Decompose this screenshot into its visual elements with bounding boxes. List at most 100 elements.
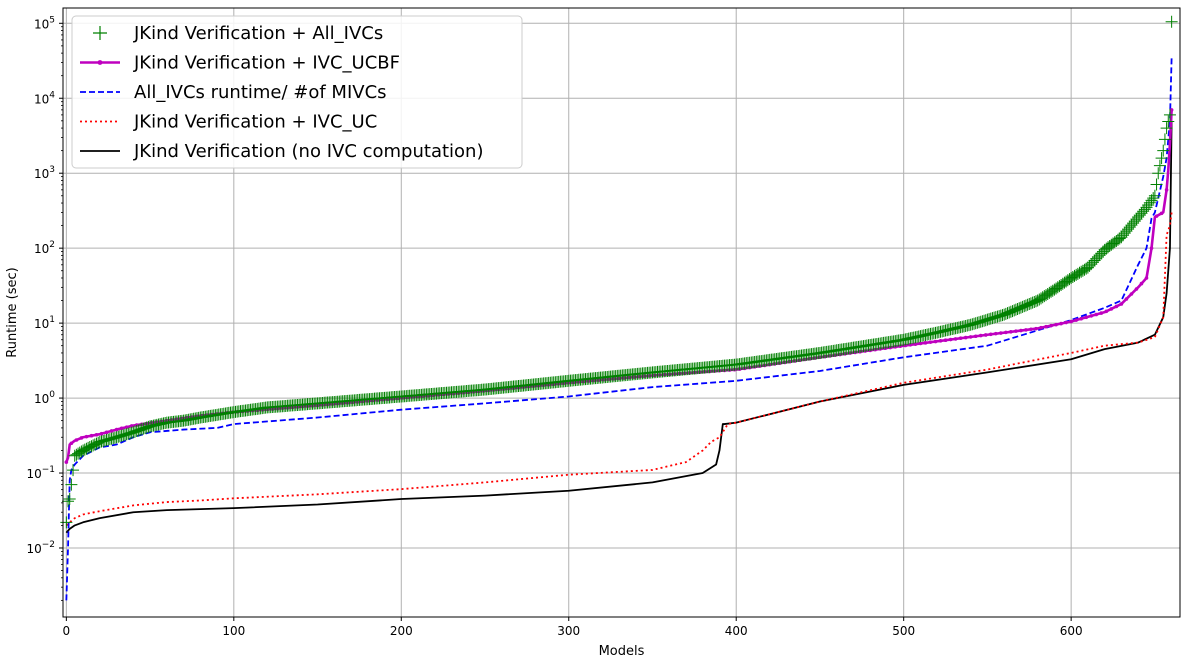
plus-marker [966,318,979,331]
plus-marker [63,493,76,506]
plus-marker [1060,275,1073,288]
plus-marker [77,444,90,457]
plot-frame [62,7,1181,618]
plus-marker [976,315,989,328]
plus-marker [1095,247,1108,260]
plus-marker [1048,283,1061,296]
dot-marker [1129,292,1134,296]
plus-marker [1147,192,1160,205]
plus-marker [1076,264,1089,277]
plus-marker [1113,232,1126,245]
plus-marker [140,421,153,434]
plus-marker [1016,300,1029,313]
y-tick-label: 101 [34,315,55,331]
plus-marker [996,309,1009,322]
dot-marker [119,426,124,431]
plus-marker [1055,278,1068,291]
legend-entry: JKind Verification + All_IVCs [93,23,383,44]
plus-marker [120,428,133,441]
dot-marker [99,431,104,436]
legend-label: JKind Verification (no IVC computation) [133,141,483,162]
plus-marker [88,438,101,451]
dot-marker [948,337,953,342]
plus-marker [969,317,982,330]
plus-marker [83,441,96,454]
dot-marker [963,335,968,340]
y-tick-label: 10−1 [26,465,55,481]
dot-marker [1159,211,1164,216]
legend-label: JKind Verification + IVC_UC [133,112,377,133]
plus-marker [1140,201,1153,214]
plus-marker [1053,280,1066,293]
plus-marker [1150,178,1163,191]
plus-marker [1165,15,1178,28]
dot-marker [913,342,918,346]
dot-marker [64,460,69,464]
plus-marker [1041,287,1054,300]
plus-marker [1155,152,1168,165]
plus-marker [1073,266,1086,279]
dot-marker [938,339,943,343]
plus-marker [142,420,155,433]
plus-marker [1063,273,1076,286]
dot-marker [1144,276,1149,280]
plus-marker [75,445,88,458]
plus-marker [1023,298,1036,311]
dot-marker [908,343,913,347]
dot-marker [983,333,988,337]
plus-marker [129,425,142,438]
plus-marker [964,318,977,331]
dot-marker [1059,321,1063,326]
plus-marker [1112,233,1125,246]
plus-marker [115,429,128,442]
plus-marker [984,312,997,325]
plus-marker [1028,295,1041,308]
plus-marker [1158,133,1171,146]
plus-marker [92,436,105,449]
plus-marker [1014,301,1027,314]
legend-entry: JKind Verification (no IVC computation) [80,141,483,162]
plus-marker [1021,298,1034,311]
plus-marker [1003,306,1016,319]
legend-label: JKind Verification + IVC_UCBF [133,53,400,74]
plus-marker [134,423,147,436]
dot-marker [1164,188,1169,192]
dot-marker [943,338,948,343]
x-tick-label: 300 [557,624,580,638]
plus-marker [983,313,996,326]
x-tick-label: 100 [222,624,245,638]
plus-marker [87,439,100,452]
plus-marker [1157,144,1170,157]
legend: JKind Verification + All_IVCs JKind Verif… [71,15,523,169]
plus-marker [62,495,75,508]
plus-marker [1058,276,1071,289]
plus-marker [68,449,81,462]
plus-marker [986,312,999,325]
plus-marker [118,428,131,441]
dot-marker [999,331,1003,335]
plus-marker [1011,302,1024,315]
dot-marker [1034,326,1038,331]
plus-marker [1071,267,1084,280]
series-3 [65,212,1173,527]
y-tick-label: 10−2 [26,540,55,556]
y-tick-label: 100 [34,390,55,406]
plus-marker [1008,304,1021,317]
plus-marker [1006,305,1019,318]
dot-marker [1124,297,1129,301]
plus-marker [117,429,130,442]
plus-marker [973,316,986,329]
dot-marker [1029,327,1033,332]
dot-marker [109,429,114,433]
x-tick-label: 600 [1060,624,1083,638]
plus-marker [1038,290,1051,303]
dot-marker [1049,323,1053,328]
plus-marker [1066,270,1079,283]
plus-marker [993,310,1006,323]
legend-box [71,15,523,169]
legend-entry: JKind Verification + IVC_UC [80,112,377,133]
dot-marker [1069,319,1073,324]
plus-marker [1029,295,1042,308]
plus-marker [1033,293,1046,306]
